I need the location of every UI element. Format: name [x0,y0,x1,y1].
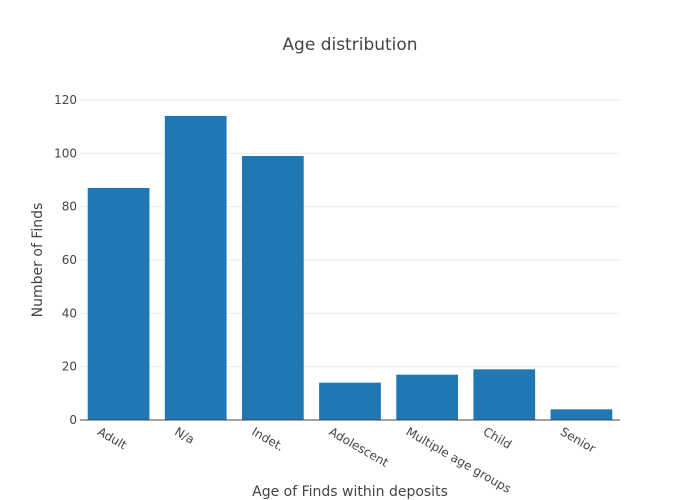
x-axis-title: Age of Finds within deposits [252,484,448,500]
bar-n-a [164,116,227,420]
x-tick-label: Child [481,424,514,451]
y-tick-label: 60 [62,253,77,267]
y-tick-label: 80 [62,200,77,214]
bar-adult [87,188,150,420]
y-tick-labels: 0 20 40 60 80 100 120 [54,93,77,427]
y-tick-label: 0 [69,413,77,427]
y-tick-label: 40 [62,306,77,320]
x-tick-label: Indet. [249,424,286,453]
y-tick-label: 20 [62,360,77,374]
x-tick-label: Adult [95,424,129,452]
chart-title: Age distribution [282,35,417,55]
bars [87,116,613,420]
bar-senior [550,409,613,420]
y-axis-title: Number of Finds [30,203,46,318]
bar-adolescent [319,382,381,420]
x-tick-label: Senior [558,424,598,455]
x-tick-label: Adolescent [327,424,392,469]
bar-indet [242,156,304,420]
bar-multiple-age-groups [396,374,458,420]
gridlines [80,99,620,368]
x-tick-label: N/a [172,424,197,446]
bar-child [473,369,536,420]
y-tick-label: 100 [54,146,77,160]
y-tick-label: 120 [54,93,77,107]
